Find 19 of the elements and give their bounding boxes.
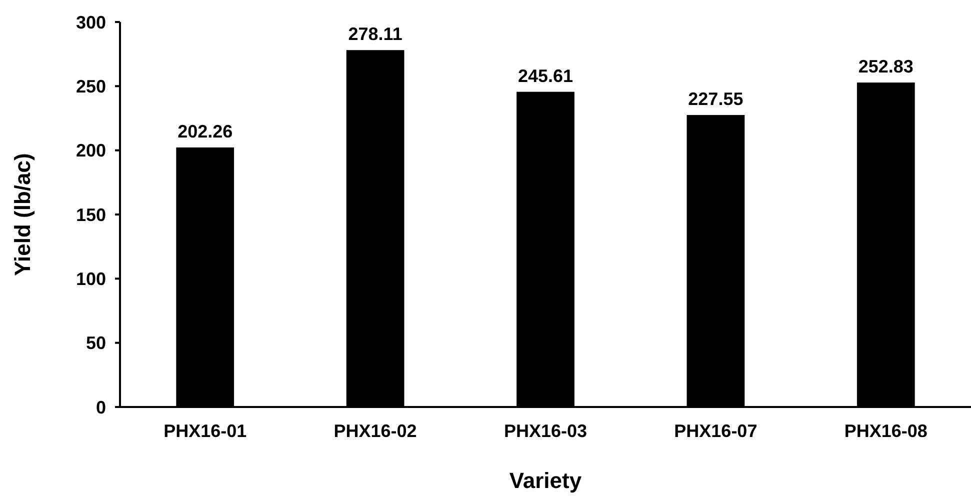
x-tick-label: PHX16-02 (334, 421, 417, 441)
data-label: 278.11 (348, 24, 402, 44)
y-tick-label: 150 (76, 204, 106, 225)
y-tick-label: 200 (76, 140, 106, 161)
y-tick-label: 250 (76, 76, 106, 96)
x-axis-title: Variety (509, 468, 582, 493)
y-tick-label: 300 (76, 12, 106, 32)
x-tick-label: PHX16-01 (164, 421, 247, 441)
x-tick-label: PHX16-07 (674, 421, 758, 441)
data-label: 245.61 (518, 66, 574, 86)
y-tick-label: 0 (96, 397, 106, 418)
y-axis-title: Yield (lb/ac) (10, 153, 35, 276)
x-tick-label: PHX16-03 (504, 421, 588, 441)
y-tick-label: 100 (76, 268, 106, 289)
data-label: 202.26 (178, 121, 233, 142)
y-tick-label: 50 (86, 333, 106, 354)
data-label: 252.83 (858, 56, 914, 77)
x-tick-label: PHX16-08 (844, 421, 928, 441)
data-label: 227.55 (688, 88, 744, 109)
